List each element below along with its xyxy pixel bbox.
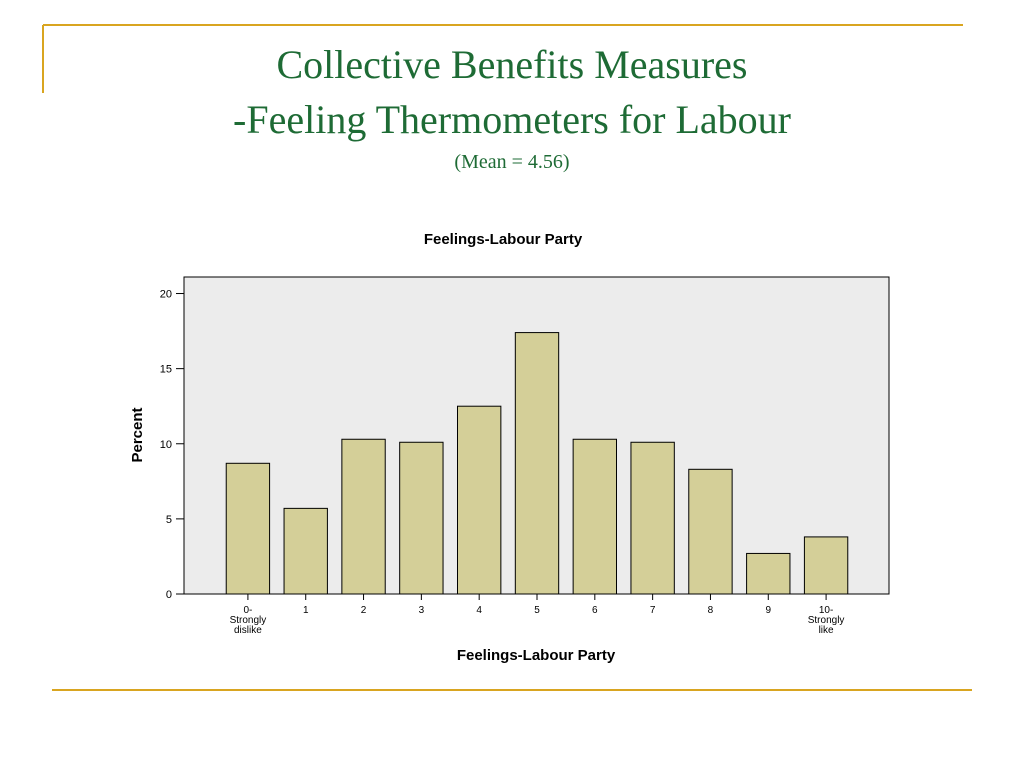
chart-title: Feelings-Labour Party [424,231,583,248]
bar [457,405,502,595]
bar [399,441,444,595]
y-tick-label: 5 [166,514,172,526]
x-tick-label: 3 [419,605,425,616]
bar [630,441,675,595]
x-tick-label: 0-Strongly dislike [230,605,267,636]
x-tick-label: 1 [303,605,309,616]
slide-subtitle: (Mean = 4.56) [454,151,569,173]
x-tick-label: 10-Strongly like [808,605,845,636]
x-axis-label: Feelings-Labour Party [457,647,616,664]
x-tick-label: 2 [361,605,367,616]
slide-title: -Feeling Thermometers for Labour [233,97,791,142]
x-tick-label: 4 [476,605,482,616]
bar [514,332,560,595]
bar [688,468,733,595]
bar [225,462,271,595]
bar [572,438,617,595]
bar [803,536,849,595]
x-tick-label: 5 [534,605,540,616]
y-tick-label: 15 [160,364,172,376]
x-tick-label: 7 [650,605,656,616]
x-tick-label: 6 [592,605,598,616]
y-tick-label: 10 [160,439,172,451]
bar [746,552,791,595]
y-tick-label: 20 [160,289,172,301]
y-tick-label: 0 [166,589,172,601]
slide-title: Collective Benefits Measures [277,42,748,87]
bar [341,438,386,595]
y-axis-label: Percent [129,407,146,462]
x-tick-label: 8 [708,605,714,616]
bar [283,507,328,595]
x-tick-label: 9 [765,605,771,616]
